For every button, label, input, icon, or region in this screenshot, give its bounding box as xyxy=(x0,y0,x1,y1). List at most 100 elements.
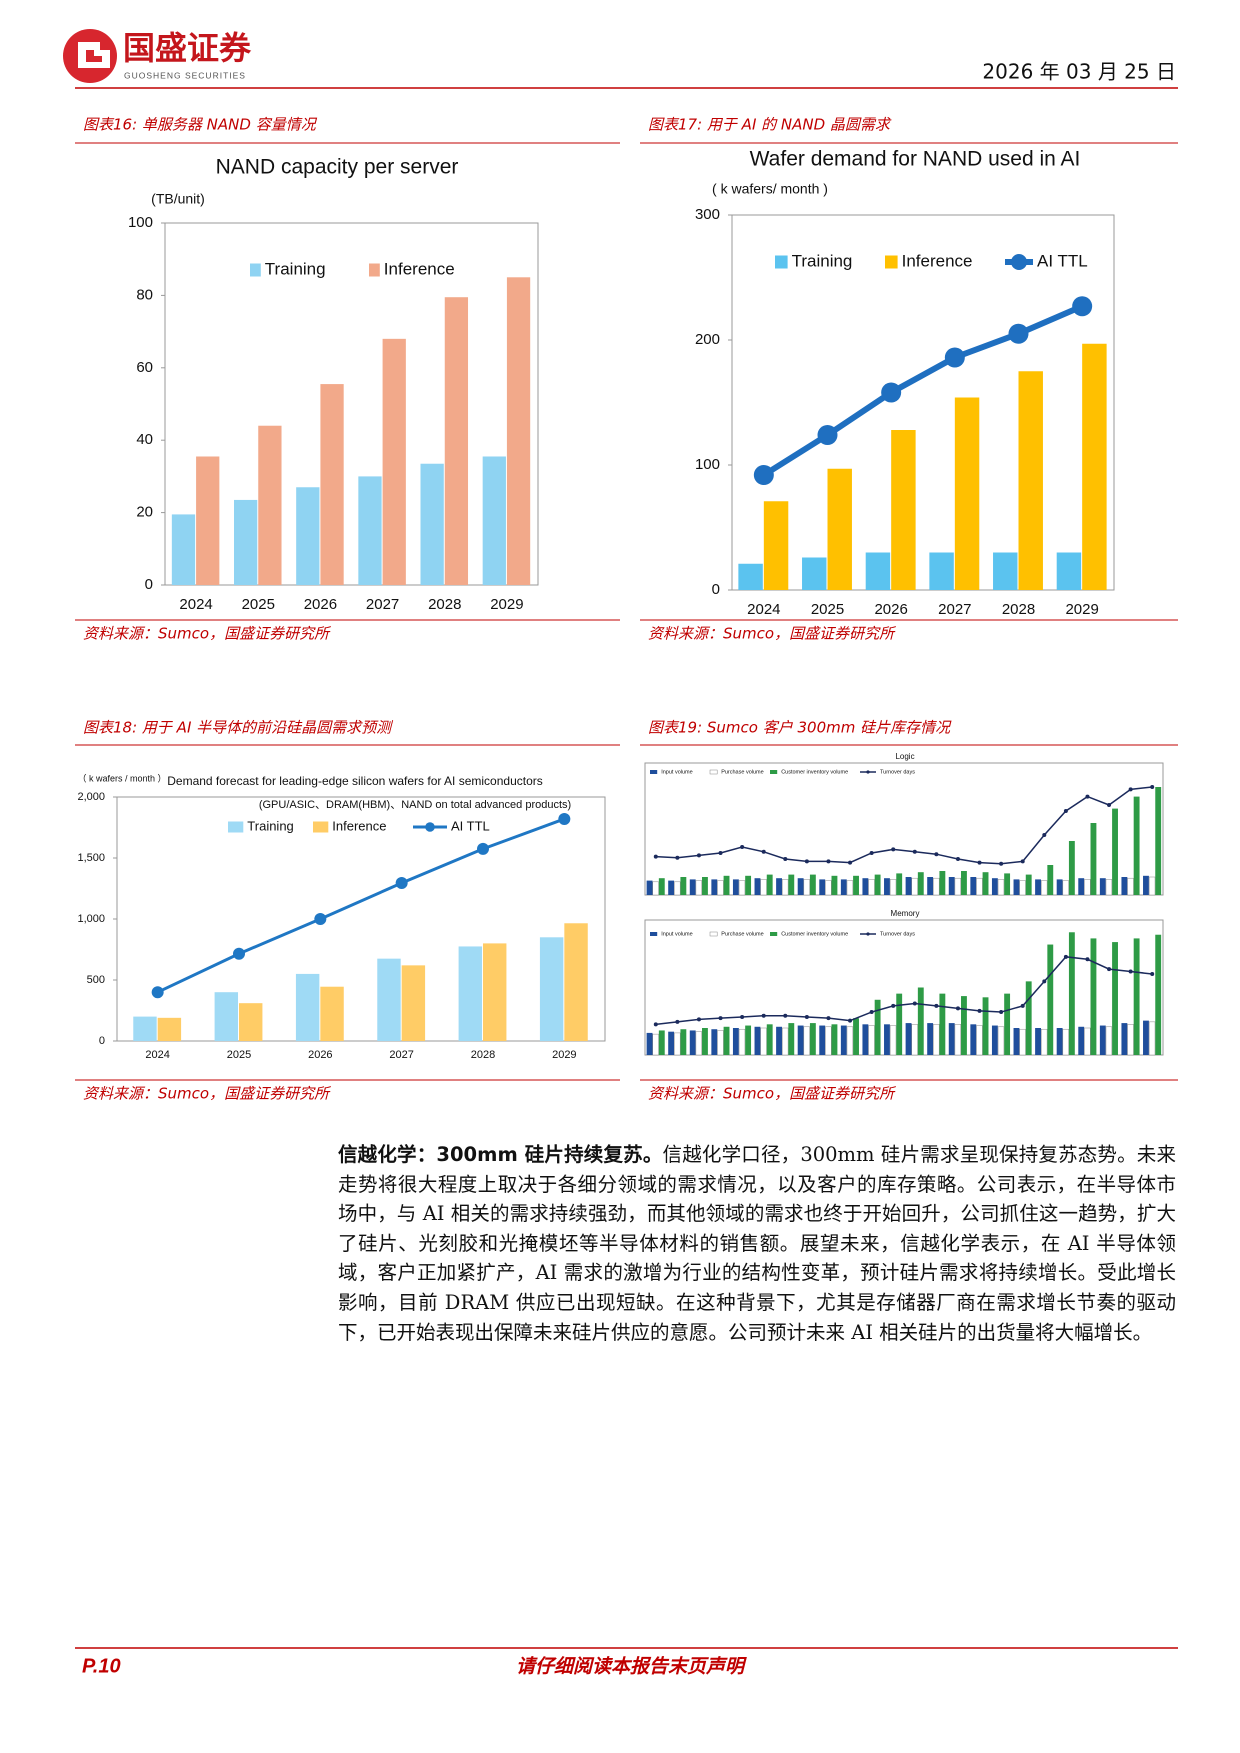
bar xyxy=(954,1024,962,1056)
line-marker xyxy=(558,812,571,825)
bar xyxy=(803,879,810,896)
bar xyxy=(1019,1028,1026,1056)
x-tick-label: 2024 xyxy=(145,1049,169,1061)
line-marker xyxy=(1020,1003,1025,1008)
bar xyxy=(732,879,739,895)
x-tick-label: 2026 xyxy=(308,1049,332,1061)
bar xyxy=(831,1024,838,1055)
line-marker xyxy=(1085,957,1090,962)
line-marker xyxy=(675,1019,680,1024)
lead: 信越化学：300mm 硅片持续复苏。 xyxy=(338,1143,663,1166)
bar xyxy=(652,881,659,896)
line-marker xyxy=(753,465,774,485)
line-marker xyxy=(761,849,766,854)
legend-label: Inference xyxy=(384,259,455,278)
y-tick-label: 0 xyxy=(145,576,153,593)
x-tick-label: 2026 xyxy=(874,601,907,618)
line-marker xyxy=(804,1014,809,1019)
line-marker xyxy=(912,1001,917,1006)
bar xyxy=(889,1025,897,1056)
bar xyxy=(723,875,730,895)
bar xyxy=(917,987,924,1055)
bar xyxy=(674,1032,681,1056)
legend-marker xyxy=(866,932,870,936)
x-tick-label: 2024 xyxy=(179,596,212,613)
legend-label: Training xyxy=(265,259,326,278)
bar xyxy=(401,965,426,1041)
plot-area xyxy=(644,919,1164,1056)
bar xyxy=(482,456,506,585)
line-marker xyxy=(1085,794,1090,799)
line-marker xyxy=(912,849,917,854)
bar xyxy=(1062,1028,1069,1056)
figure-caption: 图表18: 用于 AI 半导体的前沿硅晶圆需求预测 xyxy=(83,719,394,737)
bar xyxy=(840,1025,847,1055)
bar xyxy=(1068,841,1075,895)
bar xyxy=(658,1030,665,1055)
bar xyxy=(1019,880,1026,896)
line-marker xyxy=(718,851,723,855)
bar xyxy=(458,946,483,1041)
bar xyxy=(1121,877,1128,895)
plot-area xyxy=(164,222,539,586)
y-tick-label: 100 xyxy=(128,214,153,231)
bar xyxy=(840,879,847,895)
line-marker xyxy=(1008,323,1029,344)
legend-swatch xyxy=(313,821,329,833)
x-tick-label: 2027 xyxy=(938,601,971,618)
bar xyxy=(781,879,789,896)
bar xyxy=(723,1026,730,1055)
bar xyxy=(1047,865,1054,895)
bar xyxy=(1040,880,1048,896)
legend-label: AI TTL xyxy=(1037,251,1088,270)
line-marker xyxy=(696,1017,701,1022)
bar xyxy=(702,1028,708,1055)
line-marker xyxy=(761,1013,766,1018)
bar xyxy=(1018,371,1043,590)
line-marker xyxy=(1150,972,1155,976)
bar xyxy=(1155,787,1162,895)
y-tick-label: 200 xyxy=(695,331,720,348)
bar xyxy=(831,875,838,895)
legend-label: Purchase volume xyxy=(721,769,764,775)
legend-swatch xyxy=(250,263,261,277)
line-marker xyxy=(783,1013,788,1018)
line-marker xyxy=(653,854,658,859)
bar xyxy=(865,552,891,590)
bar xyxy=(1056,1028,1063,1055)
legend-swatch xyxy=(650,932,658,936)
line-marker xyxy=(934,1003,939,1008)
bar xyxy=(239,1003,263,1041)
line-marker xyxy=(233,947,245,960)
line-marker xyxy=(151,986,164,999)
y-tick-label: 300 xyxy=(695,206,720,223)
line xyxy=(655,956,1153,1026)
bar xyxy=(754,878,761,895)
bar xyxy=(846,880,854,896)
bar xyxy=(819,879,826,895)
bar xyxy=(1025,981,1032,1055)
x-tick-label: 2027 xyxy=(366,596,399,613)
bar xyxy=(1004,993,1011,1055)
chart-title: Wafer demand for NAND used in AI xyxy=(750,148,1081,171)
legend-marker xyxy=(1011,254,1027,270)
bar xyxy=(1035,879,1041,895)
bar xyxy=(797,1025,804,1055)
bar xyxy=(862,878,869,895)
bar xyxy=(1133,796,1140,895)
line-marker xyxy=(881,382,902,403)
bar xyxy=(745,875,752,895)
bar xyxy=(825,880,832,896)
bar xyxy=(1127,1024,1134,1056)
bar xyxy=(954,877,962,896)
figure-caption: 图表17: 用于 AI 的 NAND 晶圆需求 xyxy=(648,116,892,134)
bar xyxy=(763,501,789,590)
figure-source: 资料来源：Sumco，国盛证券研究所 xyxy=(83,625,331,643)
bar xyxy=(506,277,531,585)
body-text: 信越化学口径，300mm 硅片需求呈现保持复苏态势。未来走势将很大程度上取决于各… xyxy=(338,1143,1176,1344)
x-tick-label: 2024 xyxy=(747,601,780,618)
bar xyxy=(802,557,827,590)
figure-source: 资料来源：Sumco，国盛证券研究所 xyxy=(648,1085,896,1103)
y-axis-label: （ k wafers / month ） xyxy=(77,773,166,783)
